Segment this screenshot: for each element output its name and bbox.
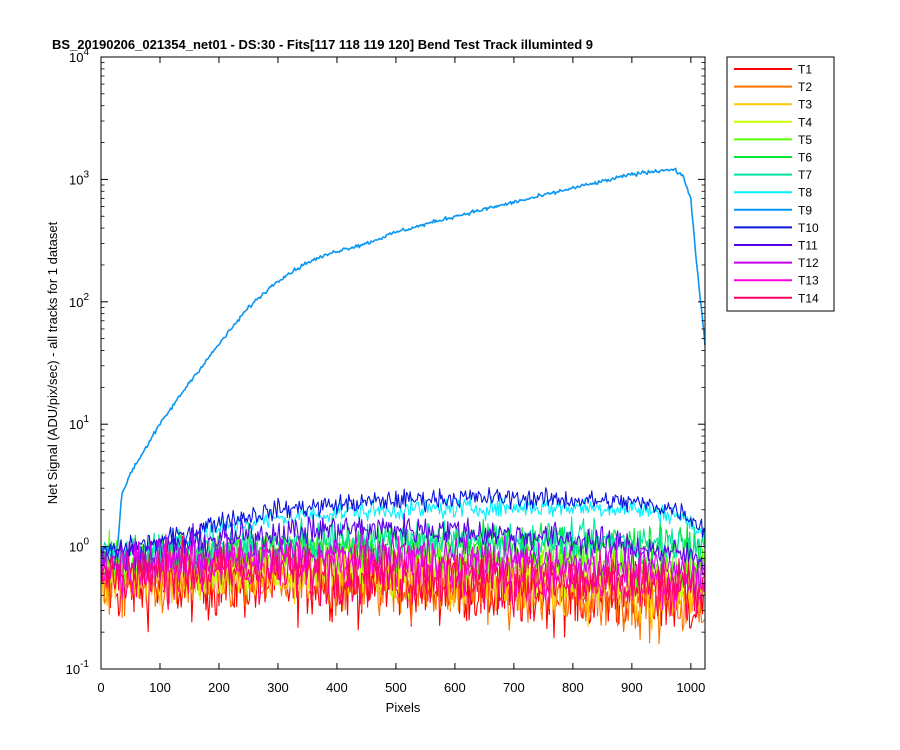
- legend-item-t9: T9: [734, 203, 812, 217]
- legend-item-t5: T5: [734, 133, 812, 147]
- series-line-t8: [100, 495, 706, 562]
- legend-item-t4: T4: [734, 115, 812, 129]
- legend-label: T2: [798, 80, 812, 94]
- legend-label: T14: [798, 291, 819, 305]
- y-axis-label: Net Signal (ADU/pix/sec) - all tracks fo…: [45, 221, 60, 504]
- legend-item-t7: T7: [734, 168, 812, 182]
- y-tick-label: 104: [69, 47, 89, 65]
- y-tick-label: 100: [69, 537, 89, 555]
- x-tick-label: 200: [208, 680, 230, 695]
- series-line-t14: [100, 535, 706, 620]
- y-axis: 10-1 100 101 102 103 104: [66, 47, 705, 677]
- y-tick-label: 103: [69, 169, 89, 187]
- legend-item-t14: T14: [734, 291, 819, 305]
- legend: T1 T2 T3 T4 T5 T6 T7 T8 T9 T10 T11 T12 T13 T14: [726, 56, 835, 312]
- legend-item-t3: T3: [734, 98, 812, 112]
- x-tick-label: 100: [149, 680, 171, 695]
- legend-label: T3: [798, 98, 812, 112]
- x-tick-label: 0: [97, 680, 104, 695]
- x-tick-label: 900: [621, 680, 643, 695]
- legend-item-t1: T1: [734, 63, 812, 77]
- legend-item-t10: T10: [734, 221, 819, 235]
- series-line-t9: [100, 167, 706, 552]
- legend-label: T1: [798, 63, 812, 77]
- x-tick-label: 700: [503, 680, 525, 695]
- legend-item-t13: T13: [734, 274, 819, 288]
- legend-label: T8: [798, 186, 812, 200]
- y-tick-label: 10-1: [66, 659, 90, 677]
- y-tick-label: 101: [69, 414, 89, 432]
- legend-label: T10: [798, 221, 819, 235]
- x-tick-label: 300: [267, 680, 289, 695]
- legend-item-t2: T2: [734, 80, 812, 94]
- series-line-t11: [100, 512, 706, 573]
- legend-label: T5: [798, 133, 812, 147]
- chart-title: BS_20190206_021354_net01 - DS:30 - Fits[…: [52, 37, 593, 52]
- series-layer: [100, 167, 706, 645]
- x-axis: 0 100 200 300 400 500 600 700 800 900 1000: [97, 57, 705, 695]
- x-tick-label: 600: [444, 680, 466, 695]
- series-line-t10: [100, 487, 706, 557]
- legend-item-t11: T11: [734, 239, 818, 253]
- x-tick-label: 800: [562, 680, 584, 695]
- legend-label: T7: [798, 168, 812, 182]
- legend-label: T6: [798, 151, 812, 165]
- legend-item-t8: T8: [734, 186, 812, 200]
- legend-box: [726, 56, 835, 312]
- legend-item-t6: T6: [734, 151, 812, 165]
- legend-label: T4: [798, 115, 812, 129]
- y-tick-label: 102: [69, 292, 89, 310]
- x-tick-label: 500: [385, 680, 407, 695]
- legend-item-t12: T12: [734, 256, 819, 270]
- legend-label: T11: [798, 239, 818, 253]
- legend-label: T9: [798, 203, 812, 217]
- plot-frame: [100, 56, 706, 670]
- legend-label: T13: [798, 274, 819, 288]
- x-axis-label: Pixels: [386, 700, 421, 715]
- x-tick-label: 400: [326, 680, 348, 695]
- x-tick-label: 1000: [676, 680, 705, 695]
- legend-label: T12: [798, 256, 819, 270]
